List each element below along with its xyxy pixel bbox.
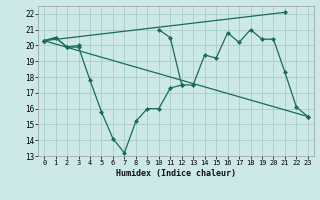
X-axis label: Humidex (Indice chaleur): Humidex (Indice chaleur)	[116, 169, 236, 178]
